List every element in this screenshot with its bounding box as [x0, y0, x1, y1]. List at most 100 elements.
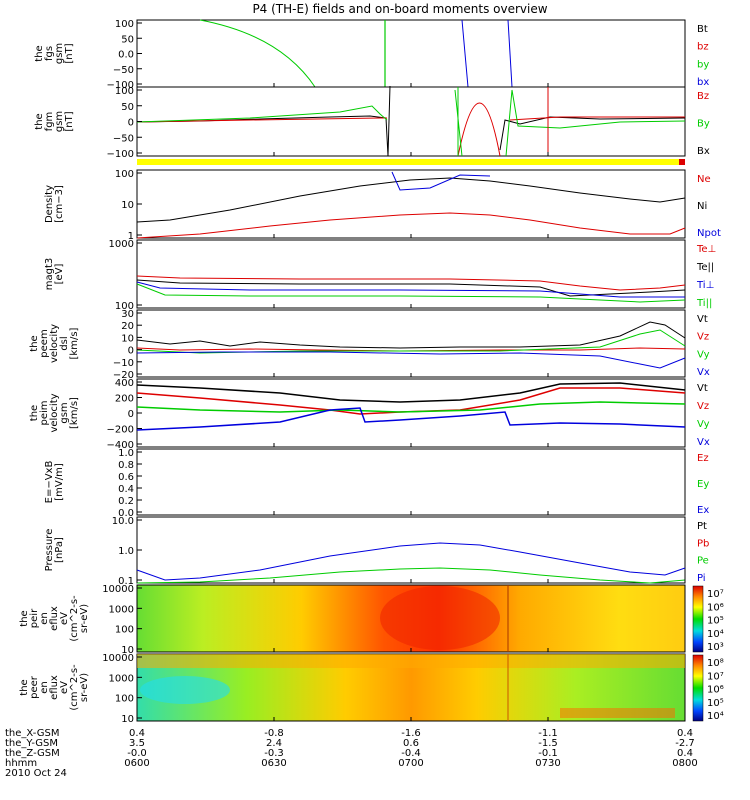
- ytick-label-efield-4: 0.2: [118, 496, 134, 507]
- colorbar-label-peir-4: 10³: [707, 642, 724, 653]
- ylabel-temp-0: magt3: [44, 258, 55, 291]
- figure-title: P4 (TH-E) fields and on-board moments ov…: [252, 2, 547, 16]
- footer-z-4: 0.4: [677, 748, 693, 759]
- ytick-label-peir-1: 1000: [109, 604, 134, 615]
- legend-iesa_vel-2: Vy: [697, 419, 710, 430]
- ylabel-temp-1: [eV]: [54, 264, 65, 285]
- ylabel-eesa_vel-1: peem: [39, 329, 50, 357]
- ytick-label-peer-1: 1000: [109, 673, 134, 684]
- ytick-label-fgs-3: −50: [113, 65, 134, 76]
- legend-efield-2: Ex: [697, 505, 709, 516]
- panel-temperature: [136, 239, 686, 309]
- footer-label-t: hhmm: [5, 758, 37, 769]
- density-npot-trace: [391, 171, 491, 191]
- colorbar-label-peir-0: 10⁷: [707, 589, 724, 600]
- ylabel-iesa_vel-2: velocity: [49, 393, 60, 432]
- footer-t-2: 0700: [398, 758, 423, 769]
- ytick-label-peer-0: 10000: [102, 653, 134, 664]
- legend-eesa_vel-3: Vx: [697, 367, 710, 378]
- colorbar-label-peir-2: 10⁵: [707, 616, 724, 627]
- footer-x-2: -1.6: [401, 728, 421, 739]
- legend-temp-2: Ti⊥: [696, 280, 714, 291]
- ylabel-fgm-2: gsm: [54, 111, 65, 132]
- ytick-label-eesa_vel-0: 30: [121, 309, 134, 320]
- ytick-label-peir-2: 100: [115, 625, 134, 636]
- footer-x-0: 0.4: [129, 728, 145, 739]
- ytick-label-fgm-2: 0: [128, 118, 134, 129]
- footer-z-0: -0.0: [127, 748, 147, 759]
- panel-density: [136, 169, 686, 239]
- ytick-label-fgs-0: 100: [115, 19, 134, 30]
- ytick-label-efield-2: 0.6: [118, 472, 134, 483]
- temp-teperp-trace: [136, 275, 686, 291]
- ytick-label-iesa_vel-3: −200: [107, 425, 134, 436]
- panel-efield: [136, 448, 686, 516]
- footer-y-1: 2.4: [266, 738, 282, 749]
- footer-label-y: the_Y-GSM: [5, 738, 58, 749]
- ytick-label-temp-1: 100: [115, 301, 134, 312]
- legend-eesa_vel-0: Vt: [697, 314, 708, 325]
- legend-fgm-2: Bx: [697, 146, 710, 157]
- ytick-label-eesa_vel-3: 0: [128, 346, 134, 357]
- legend-efield-0: Ez: [697, 453, 709, 464]
- ytick-label-eesa_vel-5: −20: [113, 370, 134, 381]
- panel-fgs: [136, 19, 686, 88]
- eesa-vt-trace: [136, 321, 686, 349]
- legend-pressure-2: Pe: [697, 556, 709, 567]
- ylabel-peir-4: eV: [59, 612, 70, 625]
- ytick-label-density-1: 10: [121, 200, 134, 211]
- fgs-by-trace: [199, 19, 316, 88]
- footer-z-1: -0.3: [264, 748, 284, 759]
- panel-eesa-velocity: [136, 309, 686, 378]
- ylabel-fgs-0: the: [34, 45, 45, 61]
- footer-z-2: -0.4: [401, 748, 421, 759]
- legend-fgm-0: Bz: [697, 91, 709, 102]
- ylabel-peir-2: en: [39, 612, 50, 625]
- colorbar-peir: [692, 585, 704, 653]
- colorbar-peer: [692, 654, 704, 722]
- mode-bar: [137, 159, 685, 165]
- legend-pressure-1: Pb: [697, 538, 709, 549]
- footer-y-2: 0.6: [403, 738, 419, 749]
- ylabel-eesa_vel-3: dsl: [59, 336, 70, 350]
- ylabel-peer-4: eV: [59, 681, 70, 694]
- ylabel-peer-1: peer: [29, 675, 40, 699]
- ytick-label-fgm-0: 100: [115, 86, 134, 97]
- panel-peer-spectrogram: [136, 653, 686, 722]
- footer-t-0: 0600: [124, 758, 149, 769]
- ylabel-fgs-1: fgs: [44, 46, 55, 61]
- legend-iesa_vel-1: Vz: [697, 401, 709, 412]
- legend-temp-3: Ti||: [696, 298, 712, 309]
- ylabel-peer-2: en: [39, 681, 50, 694]
- colorbar-label-peer-3: 10⁵: [707, 698, 724, 709]
- ytick-label-efield-3: 0.4: [118, 484, 134, 495]
- ytick-label-pressure-2: 0.1: [118, 576, 134, 587]
- ytick-label-iesa_vel-0: 400: [115, 378, 134, 389]
- ytick-label-peir-0: 10000: [102, 584, 134, 595]
- ytick-label-eesa_vel-4: −10: [113, 358, 134, 369]
- ylabel-fgs-3: [nT]: [64, 43, 75, 63]
- footer-t-3: 0730: [535, 758, 560, 769]
- legend-fgm-1: By: [697, 119, 710, 130]
- panel-peir-spectrogram: [136, 584, 686, 653]
- ytick-label-pressure-0: 10.0: [112, 516, 134, 527]
- ytick-label-peer-2: 100: [115, 694, 134, 705]
- iesa-vx-trace: [136, 407, 686, 431]
- ylabel-peir-0: the: [19, 610, 30, 626]
- legend-density-0: Ne: [697, 174, 711, 185]
- eesa-vx-trace: [136, 351, 686, 369]
- ylabel-fgs-2: gsm: [54, 43, 65, 64]
- footer-x-4: 0.4: [677, 728, 693, 739]
- ylabel-efield-0: E=−VxB: [44, 461, 55, 504]
- ytick-label-eesa_vel-2: 10: [121, 333, 134, 344]
- iesa-vy-trace: [136, 401, 686, 413]
- ylabel-eesa_vel-2: velocity: [49, 324, 60, 363]
- colorbar-label-peir-1: 10⁶: [707, 602, 724, 613]
- ytick-label-fgm-3: −50: [113, 133, 134, 144]
- legend-fgs-3: bx: [697, 77, 709, 88]
- ytick-label-pressure-1: 1.0: [118, 546, 134, 557]
- ylabel-peir-3: eflux: [49, 606, 60, 631]
- ylabel-peer-3: eflux: [49, 675, 60, 700]
- density-ni-trace: [136, 177, 686, 223]
